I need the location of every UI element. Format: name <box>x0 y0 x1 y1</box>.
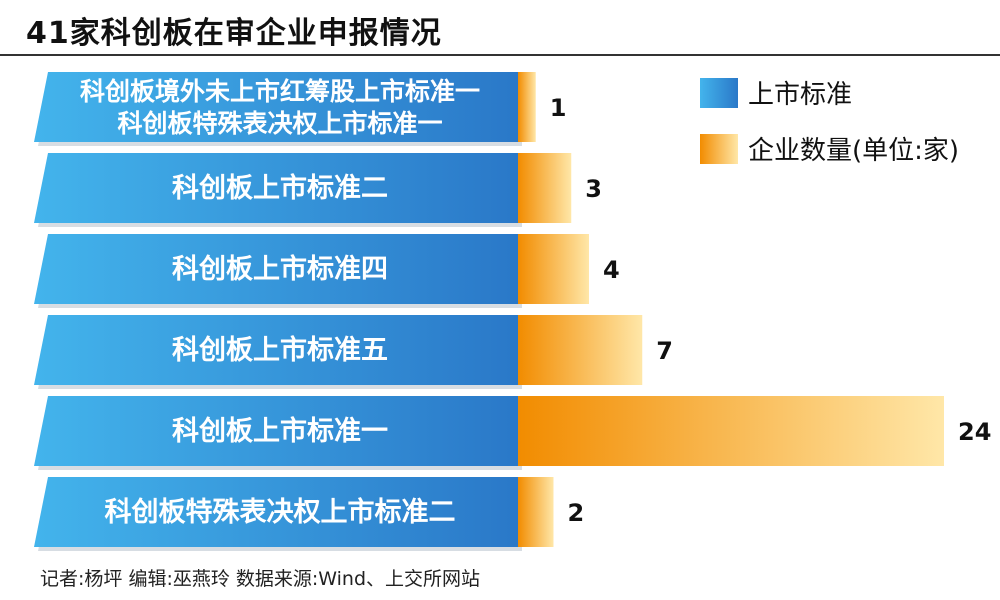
category-bar <box>34 477 518 547</box>
value-bar <box>518 234 589 304</box>
bar-row: 科创板上市标准四 4 <box>34 234 620 308</box>
category-label: 科创板特殊表决权上市标准一 <box>117 109 442 138</box>
footer-credits: 记者:杨坪 编辑:巫燕玲 数据来源:Wind、上交所网站 <box>40 568 481 590</box>
chart-title: 41家科创板在审企业申报情况 <box>26 16 442 51</box>
category-label: 科创板上市标准一 <box>172 415 388 447</box>
value-label: 7 <box>656 337 673 365</box>
value-bar <box>518 396 944 466</box>
value-bar <box>518 477 554 547</box>
legend-swatch-blue <box>700 78 738 108</box>
value-bar <box>518 315 643 385</box>
category-bar <box>34 396 518 466</box>
bar-row: 科创板特殊表决权上市标准二 2 <box>34 477 584 551</box>
category-label: 科创板上市标准二 <box>172 172 388 204</box>
legend-item: 上市标准 <box>700 78 852 110</box>
value-label: 1 <box>550 94 567 122</box>
value-bar <box>518 153 572 223</box>
legend-item: 企业数量(单位:家) <box>700 134 959 166</box>
legend-label: 上市标准 <box>748 80 852 110</box>
value-label: 2 <box>568 499 585 527</box>
value-label: 24 <box>958 418 991 446</box>
value-label: 4 <box>603 256 620 284</box>
category-label: 科创板上市标准五 <box>172 334 388 366</box>
category-bar <box>34 315 518 385</box>
bar-row: 科创板上市标准五 7 <box>34 315 673 389</box>
legend-swatch-orange <box>700 134 738 164</box>
value-bar <box>518 72 536 142</box>
bar-row: 科创板上市标准二 3 <box>34 153 602 227</box>
value-label: 3 <box>585 175 602 203</box>
legend-label: 企业数量(单位:家) <box>748 136 959 166</box>
category-bar <box>34 72 518 142</box>
category-bar <box>34 153 518 223</box>
category-label: 科创板上市标准四 <box>172 253 388 285</box>
category-label: 科创板境外未上市红筹股上市标准一 <box>80 77 480 106</box>
bar-row: 科创板上市标准一 24 <box>34 396 991 470</box>
title-divider <box>0 54 1000 56</box>
category-label: 科创板特殊表决权上市标准二 <box>105 496 456 528</box>
category-bar <box>34 234 518 304</box>
